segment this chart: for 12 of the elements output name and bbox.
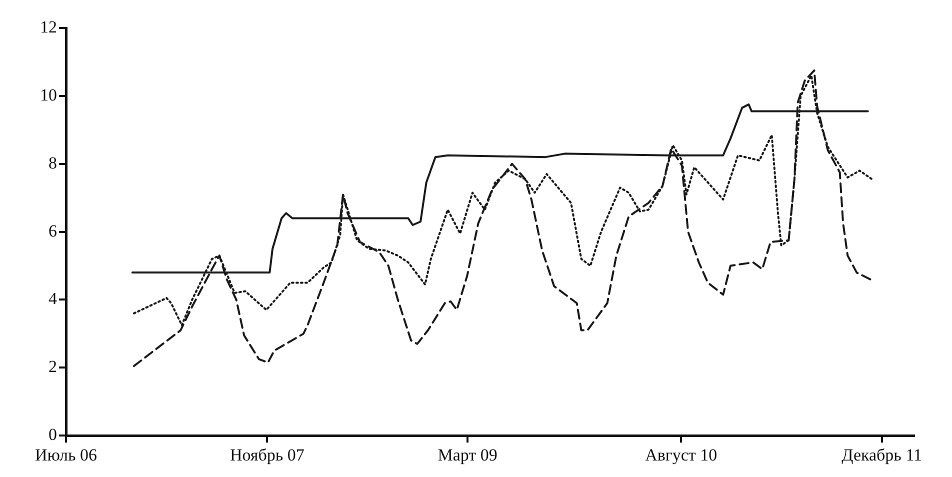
x-tick-label: Июль 06 (34, 445, 98, 464)
x-tick-label: Ноябрь 07 (230, 445, 305, 464)
y-tick-label: 12 (40, 17, 57, 36)
y-tick-label: 8 (48, 153, 57, 172)
y-tick-label: 4 (48, 289, 58, 308)
y-tick-label: 10 (40, 85, 57, 104)
x-tick-label: Декабрь 11 (842, 445, 922, 464)
y-tick-label: 2 (48, 357, 57, 376)
y-tick-label: 6 (48, 221, 57, 240)
y-tick-label: 0 (48, 425, 57, 444)
x-tick-label: Март 09 (438, 445, 498, 464)
x-tick-label: Август 10 (645, 445, 718, 464)
